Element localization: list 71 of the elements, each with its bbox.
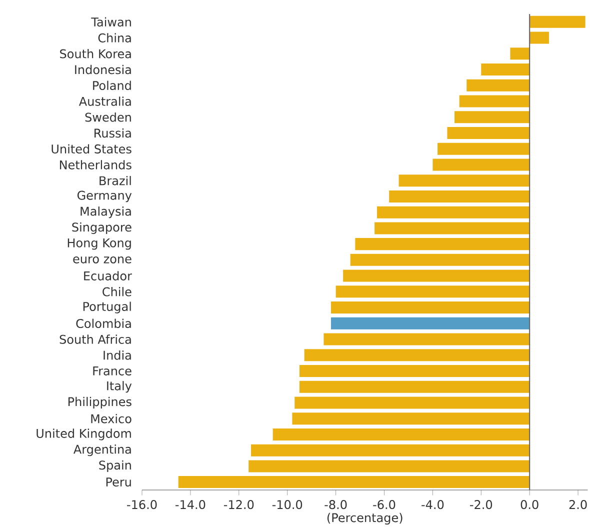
y-tick-label: United Kingdom — [36, 428, 131, 440]
y-tick-label: United States — [52, 144, 132, 154]
y-tick-label: Ecuador — [84, 271, 132, 280]
x-tick-label: -16.0 — [127, 500, 157, 510]
y-tick-label: Netherlands — [60, 160, 132, 170]
bar — [304, 349, 530, 362]
y-tick-label: Colombia — [76, 318, 131, 328]
y-tick-label: Peru — [106, 478, 131, 487]
bar — [330, 317, 530, 330]
x-tick-label: -8.0 — [324, 500, 347, 510]
bar — [438, 142, 530, 155]
bar — [454, 111, 530, 124]
y-tick-label: Australia — [78, 96, 131, 106]
bar — [510, 48, 530, 60]
bar — [299, 380, 530, 393]
y-tick-label: Chile — [102, 287, 132, 296]
bar — [324, 333, 530, 346]
y-tick-label: Taiwan — [91, 17, 131, 27]
y-tick-label: France — [93, 366, 132, 376]
y-tick-label: Mexico — [91, 414, 132, 424]
bar — [447, 127, 530, 139]
bar — [374, 222, 530, 234]
bar — [376, 206, 530, 218]
bar — [459, 95, 530, 108]
y-tick-label: Spain — [99, 460, 131, 472]
x-tick-label: -4.0 — [422, 500, 444, 510]
x-tick-label: -12.0 — [224, 500, 254, 510]
y-tick-label: Poland — [93, 80, 131, 90]
y-tick-label: Brazil — [100, 176, 131, 186]
x-tick-label: 0.0 — [520, 500, 538, 510]
bar — [389, 190, 530, 202]
y-tick-label: Sweden — [85, 112, 131, 122]
x-tick-label: -14.0 — [176, 500, 206, 510]
x-tick-label: -6.0 — [373, 500, 396, 510]
bar — [248, 460, 530, 472]
y-tick-label: Russia — [94, 128, 131, 138]
y-tick-label: Singapore — [72, 222, 132, 234]
bar — [530, 32, 549, 44]
bar — [350, 254, 530, 266]
y-tick-label: South Africa — [60, 334, 131, 344]
bar — [343, 270, 530, 282]
bar — [398, 174, 530, 187]
bar — [299, 364, 530, 377]
bar — [466, 79, 530, 92]
bar — [355, 238, 530, 250]
y-tick-label: China — [98, 33, 131, 42]
y-tick-label: Germany — [77, 190, 132, 202]
bar — [294, 396, 530, 409]
y-tick-label: Indonesia — [75, 64, 131, 74]
bar — [481, 64, 530, 76]
y-tick-label: Hong Kong — [68, 238, 131, 250]
y-tick-label: euro zone — [73, 256, 132, 264]
y-tick-label: South Korea — [60, 49, 131, 58]
y-tick-label: Philippines — [68, 396, 132, 409]
y-tick-label: Malaysia — [80, 206, 131, 218]
bar — [530, 16, 586, 28]
x-tick-label: -2.0 — [470, 500, 492, 510]
x-axis-title: (Percentage) — [327, 512, 402, 525]
y-tick-label: India — [104, 350, 131, 360]
bar — [178, 476, 530, 488]
bar — [432, 158, 530, 171]
y-tick-label: Italy — [107, 381, 132, 393]
x-tick-label: -10.0 — [272, 500, 302, 510]
bar — [292, 412, 530, 425]
bar — [330, 302, 530, 314]
y-tick-label: Portugal — [83, 302, 131, 314]
y-tick-label: Argentina — [74, 444, 131, 456]
bar — [272, 428, 530, 440]
bar — [251, 444, 530, 456]
bar — [336, 286, 530, 298]
x-tick-label: 2.0 — [569, 500, 587, 510]
